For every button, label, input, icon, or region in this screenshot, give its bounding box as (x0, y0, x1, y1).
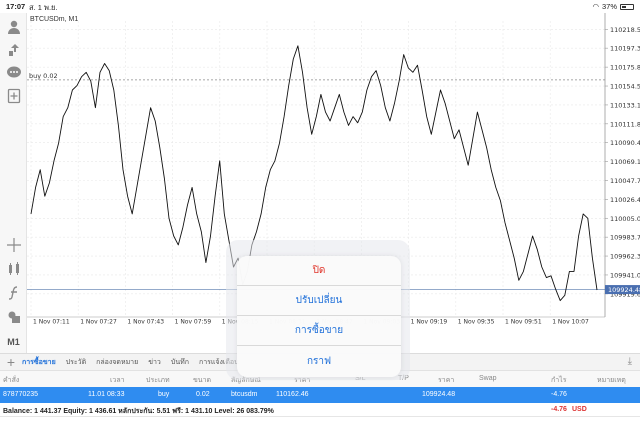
price-tick-label: 110090.45 (610, 139, 640, 147)
col-order: คำสั่ง (3, 377, 20, 384)
action-menu: ปิด ปรับเปลี่ยน การซื้อขาย กราฟ (237, 256, 401, 377)
col-swap: Swap (479, 375, 497, 382)
price-tick-label: 110069.10 (610, 158, 640, 166)
price-series-line (30, 45, 598, 302)
price-tick-label: 109983.70 (610, 234, 640, 242)
row-price: 109924.48 (422, 391, 456, 398)
balance-currency: USD (572, 406, 587, 413)
price-tick-label: 110005.05 (610, 215, 640, 223)
chat-icon[interactable] (4, 63, 23, 82)
function-icon[interactable] (4, 283, 23, 302)
time-tick-label: 1 Nov 09:51 (505, 319, 542, 326)
chart-area[interactable]: BTCUSDm, M1 110218.55110197.30110175.851… (27, 13, 640, 353)
col-current-price: ราคา (438, 377, 455, 384)
time-tick-label: 1 Nov 10:07 (552, 319, 589, 326)
row-type: buy (158, 391, 170, 398)
trade-arrows-icon[interactable] (4, 40, 23, 59)
account-icon[interactable] (4, 17, 23, 36)
status-right: ◠ 37% (592, 2, 634, 11)
indicators-icon[interactable] (4, 259, 23, 278)
price-tick-label: 110047.75 (610, 177, 640, 185)
order-line-label: buy 0.02 (29, 72, 58, 80)
balance-summary: Balance: 1 441.37 Equity: 1 436.61 หลักป… (3, 408, 274, 415)
row-symbol: btcusdm (231, 391, 258, 398)
col-time: เวลา (110, 377, 125, 384)
row-open-price: 110162.46 (276, 391, 309, 398)
bid-price-label: 109924.48 (608, 286, 640, 294)
status-date: ส. 1 พ.ย. (29, 3, 58, 12)
row-size: 0.02 (196, 391, 210, 398)
price-tick-label: 110197.30 (610, 45, 640, 53)
col-comment: หมายเหตุ (597, 377, 626, 384)
time-tick-label: 1 Nov 07:11 (33, 319, 70, 326)
crosshair-icon[interactable] (4, 235, 23, 254)
price-tick-label: 109941.00 (610, 271, 640, 279)
balance-row: Balance: 1 441.37 Equity: 1 436.61 หลักป… (0, 403, 640, 417)
wifi-icon: ◠ (592, 2, 599, 11)
tab-alerts[interactable]: การแจ้งเตือน (198, 358, 239, 366)
tab-mailbox[interactable]: กล่องจดหมาย (96, 358, 139, 366)
row-time: 11.01 08:33 (88, 391, 125, 398)
modify-position-button[interactable]: ปรับเปลี่ยน (237, 286, 401, 316)
price-tick-label: 110154.50 (610, 83, 640, 91)
status-time: 17:07 (6, 2, 26, 11)
col-price: ราคา (294, 377, 311, 384)
add-icon[interactable]: + (6, 354, 16, 370)
tab-trade[interactable]: การซื้อขาย (22, 358, 56, 366)
col-profit: กำไร (551, 377, 567, 384)
battery-percent: 37% (601, 2, 617, 11)
price-tick-label: 110111.80 (610, 120, 640, 128)
col-size: ขนาด (193, 377, 212, 384)
timeframe-m1-button[interactable]: M1 (7, 336, 20, 347)
row-profit: -4.76 (551, 391, 567, 398)
row-order: 878770235 (3, 391, 39, 398)
chart-button[interactable]: กราฟ (306, 355, 332, 367)
col-type: ประเภท (146, 377, 170, 384)
price-chart[interactable]: 110218.55 110197.30 110175.85 110154.50 1101… (27, 13, 640, 353)
trade-button[interactable]: การซื้อขาย (237, 316, 401, 346)
time-tick-label: 1 Nov 09:35 (458, 319, 495, 326)
scroll-icon[interactable]: ⤓ (627, 356, 632, 367)
chart-symbol-label: BTCUSDm, M1 (30, 16, 79, 23)
time-tick-label: 1 Nov 07:27 (80, 319, 117, 326)
new-order-icon[interactable] (4, 86, 23, 105)
time-tick-label: 1 Nov 07:43 (127, 319, 164, 326)
time-tick-label: 1 Nov 07:59 (175, 319, 212, 326)
tab-journal[interactable]: บันทึก (170, 358, 189, 366)
price-tick-label: 110218.55 (610, 26, 640, 34)
price-tick-label: 110175.85 (610, 64, 640, 72)
price-tick-label: 109962.35 (610, 253, 640, 261)
balance-profit: -4.76 (551, 406, 567, 413)
left-toolbar: M1 (0, 13, 27, 353)
tab-news[interactable]: ข่าว (148, 358, 161, 366)
price-tick-label: 110133.15 (610, 101, 640, 109)
price-tick-label: 110026.40 (610, 196, 640, 204)
col-symbol: สัญลักษณ์ (231, 377, 261, 384)
tab-history[interactable]: ประวัติ (65, 358, 87, 366)
status-bar: 17:07 ส. 1 พ.ย. ◠ 37% (0, 0, 640, 13)
price-tick-label: 109919.65 (610, 290, 640, 298)
time-tick-label: 1 Nov 09:19 (411, 319, 448, 326)
objects-icon[interactable] (4, 307, 23, 326)
battery-icon (620, 3, 634, 10)
close-position-button[interactable]: ปิด (237, 256, 401, 286)
table-row[interactable]: 878770235 11.01 08:33 buy 0.02 btcusdm 1… (0, 387, 640, 403)
bid-price-tag (605, 285, 640, 295)
